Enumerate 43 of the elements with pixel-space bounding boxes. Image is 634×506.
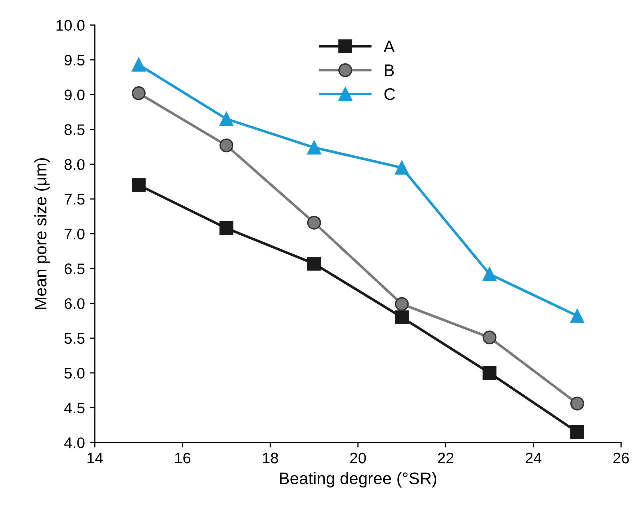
point xyxy=(395,160,410,175)
x-axis-title: Beating degree (°SR) xyxy=(280,472,436,488)
legend-label: A xyxy=(384,40,395,52)
y-tick-label: 8.5 xyxy=(64,124,85,136)
y-axis-title: Mean pore size (μm) xyxy=(34,158,50,310)
y-tick-label: 5.5 xyxy=(64,333,85,344)
point xyxy=(395,297,410,312)
x-tick-label: 26 xyxy=(614,452,630,464)
y-tick-label: 7.0 xyxy=(64,228,85,240)
y-tick-label: 9.0 xyxy=(64,90,85,101)
y-tick-label: 4.5 xyxy=(64,402,85,414)
y-tick-label: 7.5 xyxy=(64,194,85,205)
x-tick-label: 22 xyxy=(438,452,454,464)
point xyxy=(482,330,497,345)
point xyxy=(570,396,584,411)
x-tick-label: 14 xyxy=(88,453,104,464)
y-tick-label: 6.5 xyxy=(64,264,85,274)
point xyxy=(482,267,497,282)
point xyxy=(132,86,146,100)
y-tick-label: 5.0 xyxy=(64,368,85,379)
point xyxy=(220,112,234,126)
y-tick-label: 10.0 xyxy=(56,20,85,31)
y-tick-label: 4.0 xyxy=(64,438,85,448)
point xyxy=(220,222,234,236)
y-tick-label: 8.0 xyxy=(64,159,85,170)
legend-label: C xyxy=(384,88,396,100)
point xyxy=(132,178,146,192)
point xyxy=(482,366,497,380)
point xyxy=(307,216,322,230)
point xyxy=(220,138,234,153)
point xyxy=(132,58,146,72)
point xyxy=(570,309,584,324)
point xyxy=(570,425,584,440)
x-tick-label: 24 xyxy=(526,452,542,464)
legend-label: B xyxy=(385,64,394,76)
point xyxy=(307,140,322,155)
x-tick-label: 20 xyxy=(350,452,366,464)
y-tick-label: 6.0 xyxy=(64,298,85,310)
y-tick-label: 9.5 xyxy=(64,54,85,66)
point xyxy=(307,256,322,271)
x-tick-label: 18 xyxy=(263,452,278,464)
x-tick-label: 16 xyxy=(175,452,191,464)
point xyxy=(395,310,410,324)
